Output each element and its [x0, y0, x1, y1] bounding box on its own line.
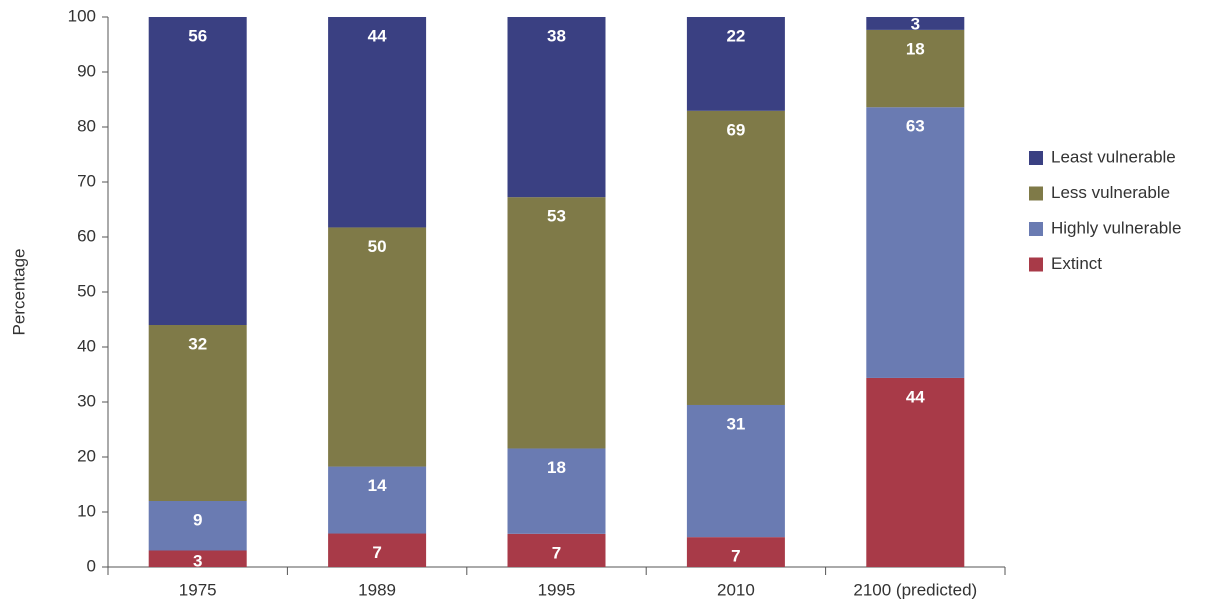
bar-segment [328, 227, 427, 467]
value-label: 31 [726, 414, 745, 433]
legend-label: Less vulnerable [1051, 183, 1170, 202]
y-tick-label: 90 [77, 61, 96, 80]
x-tick-label: 1975 [179, 580, 217, 599]
value-label: 69 [726, 120, 745, 139]
value-label: 53 [547, 207, 566, 226]
value-label: 38 [547, 26, 566, 45]
y-tick-label: 80 [77, 116, 96, 135]
legend-swatch [1029, 151, 1043, 165]
y-tick-label: 10 [77, 501, 96, 520]
y-axis-label: Percentage [9, 249, 28, 336]
x-tick-label: 1995 [538, 580, 576, 599]
legend-swatch [1029, 222, 1043, 236]
bar-segment [328, 533, 427, 567]
value-label: 18 [906, 39, 925, 58]
y-tick-label: 50 [77, 281, 96, 300]
y-tick-label: 40 [77, 336, 96, 355]
value-label: 3 [911, 14, 920, 33]
bar-segment [507, 17, 606, 198]
value-label: 56 [188, 26, 207, 45]
value-label: 44 [906, 387, 925, 406]
bar-segment [148, 501, 247, 551]
y-tick-label: 20 [77, 446, 96, 465]
x-tick-label: 1989 [358, 580, 396, 599]
bar-segment [328, 466, 427, 534]
bar-segment [148, 550, 247, 567]
bar-segment [507, 197, 606, 449]
legend-label: Highly vulnerable [1051, 218, 1181, 237]
bar-segment [686, 17, 785, 111]
value-label: 3 [193, 551, 202, 570]
legend-label: Extinct [1051, 254, 1102, 273]
value-label: 7 [731, 547, 740, 566]
bar-segment [686, 537, 785, 567]
value-label: 44 [368, 26, 387, 45]
legend-swatch [1029, 186, 1043, 201]
y-tick-label: 60 [77, 226, 96, 245]
bar-segment [866, 107, 965, 378]
value-label: 18 [547, 458, 566, 477]
y-tick-label: 100 [68, 6, 96, 25]
legend-label: Least vulnerable [1051, 147, 1176, 166]
value-label: 14 [368, 476, 387, 495]
bar-segment [148, 325, 247, 501]
bar-segment [148, 17, 247, 325]
bar-segment [686, 404, 785, 538]
bar-segment [686, 110, 785, 405]
value-label: 7 [552, 543, 561, 562]
value-label: 63 [906, 117, 925, 136]
bar-segment [507, 533, 606, 567]
value-label: 7 [372, 543, 381, 562]
legend-swatch [1029, 257, 1043, 272]
value-label: 22 [726, 26, 745, 45]
value-label: 50 [368, 237, 387, 256]
y-tick-label: 70 [77, 171, 96, 190]
value-label: 9 [193, 510, 202, 529]
bar-segment [866, 377, 965, 567]
bar-segment [328, 17, 427, 228]
value-label: 32 [188, 334, 207, 353]
y-tick-label: 0 [87, 556, 96, 575]
y-tick-label: 30 [77, 391, 96, 410]
bar-segment [866, 17, 965, 30]
bar-segment [866, 29, 965, 108]
x-tick-label: 2100 (predicted) [853, 580, 977, 599]
x-tick-label: 2010 [717, 580, 755, 599]
bar-segment [507, 448, 606, 534]
